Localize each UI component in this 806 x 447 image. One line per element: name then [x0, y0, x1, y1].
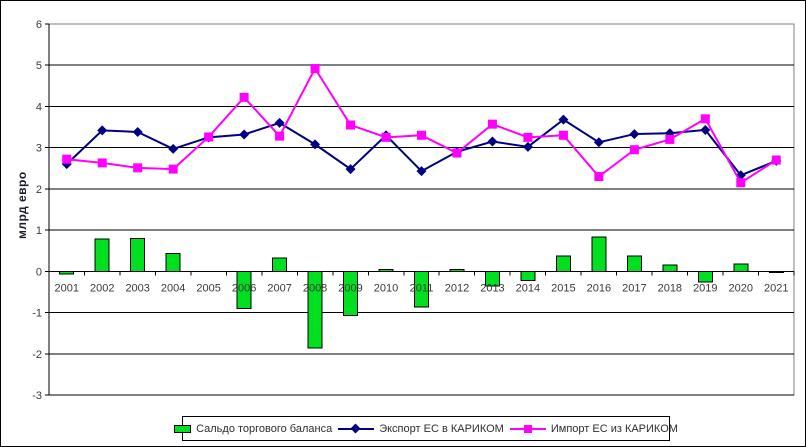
year-label: 2011 — [410, 282, 434, 294]
y-tick-label: 6 — [36, 19, 42, 31]
y-tick-label: 3 — [36, 143, 42, 155]
diamond-marker — [487, 136, 498, 147]
year-label: 2004 — [161, 282, 185, 294]
y-tick-label: 4 — [36, 101, 42, 113]
year-label: 2012 — [445, 282, 469, 294]
square-marker — [487, 119, 497, 129]
square-marker — [594, 172, 604, 182]
square-marker — [310, 64, 320, 74]
square-marker — [346, 120, 356, 130]
export-line-icon — [338, 423, 375, 434]
year-label: 2006 — [232, 282, 256, 294]
diamond-marker — [310, 139, 321, 150]
year-label: 2014 — [516, 282, 540, 294]
square-marker — [133, 163, 143, 173]
legend-entry-import: Импорт ЕС из КАРИКОМ — [509, 422, 678, 435]
square-marker — [62, 154, 72, 164]
import-line-icon — [509, 423, 546, 434]
year-label: 2007 — [267, 282, 291, 294]
year-label: 2018 — [658, 282, 682, 294]
diamond-marker — [132, 127, 143, 138]
diamond-marker — [629, 129, 640, 140]
diamond-marker — [700, 124, 711, 135]
bar-2019 — [697, 270, 713, 283]
square-marker — [736, 178, 746, 188]
square-marker — [381, 132, 391, 142]
year-label: 2008 — [303, 282, 327, 294]
year-label: 2005 — [196, 282, 220, 294]
bar-2020 — [733, 263, 749, 272]
bar-2017 — [626, 255, 642, 272]
y-axis-title: млрд евро — [15, 171, 29, 239]
y-tick-label: 5 — [36, 60, 42, 72]
year-label: 2002 — [90, 282, 114, 294]
square-marker — [700, 114, 710, 124]
year-label: 2016 — [587, 282, 611, 294]
year-label: 2003 — [125, 282, 149, 294]
bar-2014 — [520, 270, 536, 281]
square-marker-icon — [523, 425, 532, 433]
square-marker — [275, 131, 285, 141]
legend: Сальдо торгового баланса Экспорт ЕС в КА… — [174, 416, 678, 441]
legend-label-export: Экспорт ЕС в КАРИКОМ — [379, 422, 504, 435]
y-tick-label: 0 — [36, 266, 42, 278]
diamond-marker — [522, 141, 533, 152]
legend-label-import: Импорт ЕС из КАРИКОМ — [550, 422, 678, 435]
square-marker — [204, 132, 214, 142]
square-marker — [239, 92, 249, 102]
legend-entry-export: Экспорт ЕС в КАРИКОМ — [338, 423, 504, 435]
y-tick-label: -3 — [32, 390, 42, 402]
year-label: 2019 — [693, 282, 717, 294]
year-label: 2001 — [54, 282, 78, 294]
balance-swatch-icon — [174, 424, 192, 433]
diamond-marker — [239, 129, 250, 140]
square-marker — [97, 158, 107, 168]
bar-2002 — [94, 238, 110, 272]
y-tick-label: 2 — [36, 184, 42, 196]
diamond-marker — [558, 114, 569, 125]
diamond-marker — [274, 117, 285, 128]
square-marker — [452, 148, 462, 158]
plot-border — [48, 23, 795, 396]
bar-2007 — [272, 257, 288, 272]
y-tick-label: 1 — [36, 225, 42, 237]
diamond-marker-icon — [350, 423, 361, 434]
legend-label-balance: Сальдо торгового баланса — [196, 422, 333, 435]
diamond-marker — [416, 166, 427, 177]
year-label: 2021 — [764, 282, 788, 294]
square-marker — [168, 164, 178, 174]
diamond-marker — [168, 143, 179, 154]
diamond-marker — [345, 164, 356, 175]
year-label: 2010 — [374, 282, 398, 294]
bar-2015 — [555, 255, 571, 272]
square-marker — [417, 130, 426, 140]
diamond-marker — [593, 137, 604, 148]
bar-2018 — [662, 264, 678, 272]
square-marker — [558, 130, 568, 140]
bar-2003 — [130, 237, 146, 272]
square-marker — [629, 145, 639, 155]
square-marker — [771, 155, 781, 165]
year-label: 2017 — [622, 282, 646, 294]
y-tick-label: -2 — [32, 349, 42, 361]
year-label: 2013 — [480, 282, 504, 294]
y-tick-label: -1 — [32, 308, 42, 320]
year-label: 2020 — [729, 282, 753, 294]
year-label: 2009 — [338, 282, 362, 294]
bar-2016 — [591, 236, 607, 272]
square-marker — [523, 132, 533, 142]
year-label: 2015 — [551, 282, 575, 294]
square-marker — [665, 134, 675, 144]
legend-entry-balance: Сальдо торгового баланса — [174, 423, 332, 435]
diamond-marker — [97, 125, 108, 136]
bar-2004 — [165, 253, 181, 272]
